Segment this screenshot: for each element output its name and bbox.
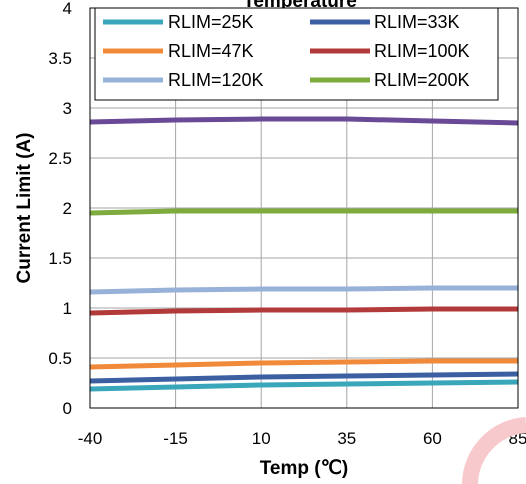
legend: RLIM=25K RLIM=33K RLIM=47K RLIM=100K RLIM=12… — [94, 7, 499, 101]
y-tick-label: 0.5 — [48, 349, 72, 368]
legend-label: RLIM=47K — [168, 41, 254, 61]
x-axis-title: Temp (℃) — [260, 458, 349, 479]
legend-label: RLIM=25K — [168, 12, 254, 32]
x-tick-label: -15 — [163, 429, 188, 448]
corner-watermark — [462, 417, 526, 484]
series-line — [89, 306, 518, 316]
x-tick-label: 60 — [423, 429, 442, 448]
series-layer — [89, 116, 519, 392]
series-line — [89, 208, 518, 216]
series-line — [89, 379, 519, 392]
legend-label: RLIM=120K — [168, 70, 264, 90]
x-tick-label: 10 — [252, 429, 271, 448]
y-tick-label: 0 — [63, 399, 72, 418]
y-tick-label: 1 — [63, 299, 72, 318]
y-tick-label: 3.5 — [48, 49, 72, 68]
series-line — [89, 371, 519, 384]
y-axis-title: Current Limit (A) — [14, 133, 35, 284]
legend-label: RLIM=100K — [374, 41, 470, 61]
series-line — [89, 358, 518, 370]
x-tick-labels: -40 -15 10 35 60 85 — [78, 429, 526, 448]
y-tick-label: 2.5 — [48, 149, 72, 168]
x-tick-label: -40 — [78, 429, 103, 448]
series-line — [89, 116, 519, 126]
x-tick-label: 35 — [337, 429, 356, 448]
y-tick-label: 2 — [63, 199, 72, 218]
y-tick-label: 4 — [63, 0, 72, 18]
legend-label: RLIM=33K — [374, 12, 460, 32]
y-tick-label: 1.5 — [48, 249, 72, 268]
y-tick-labels: 0 0.5 1 1.5 2 2.5 3 3.5 4 — [48, 0, 72, 418]
legend-label: RLIM=200K — [374, 70, 470, 90]
series-line — [89, 285, 518, 295]
y-tick-label: 3 — [63, 99, 72, 118]
